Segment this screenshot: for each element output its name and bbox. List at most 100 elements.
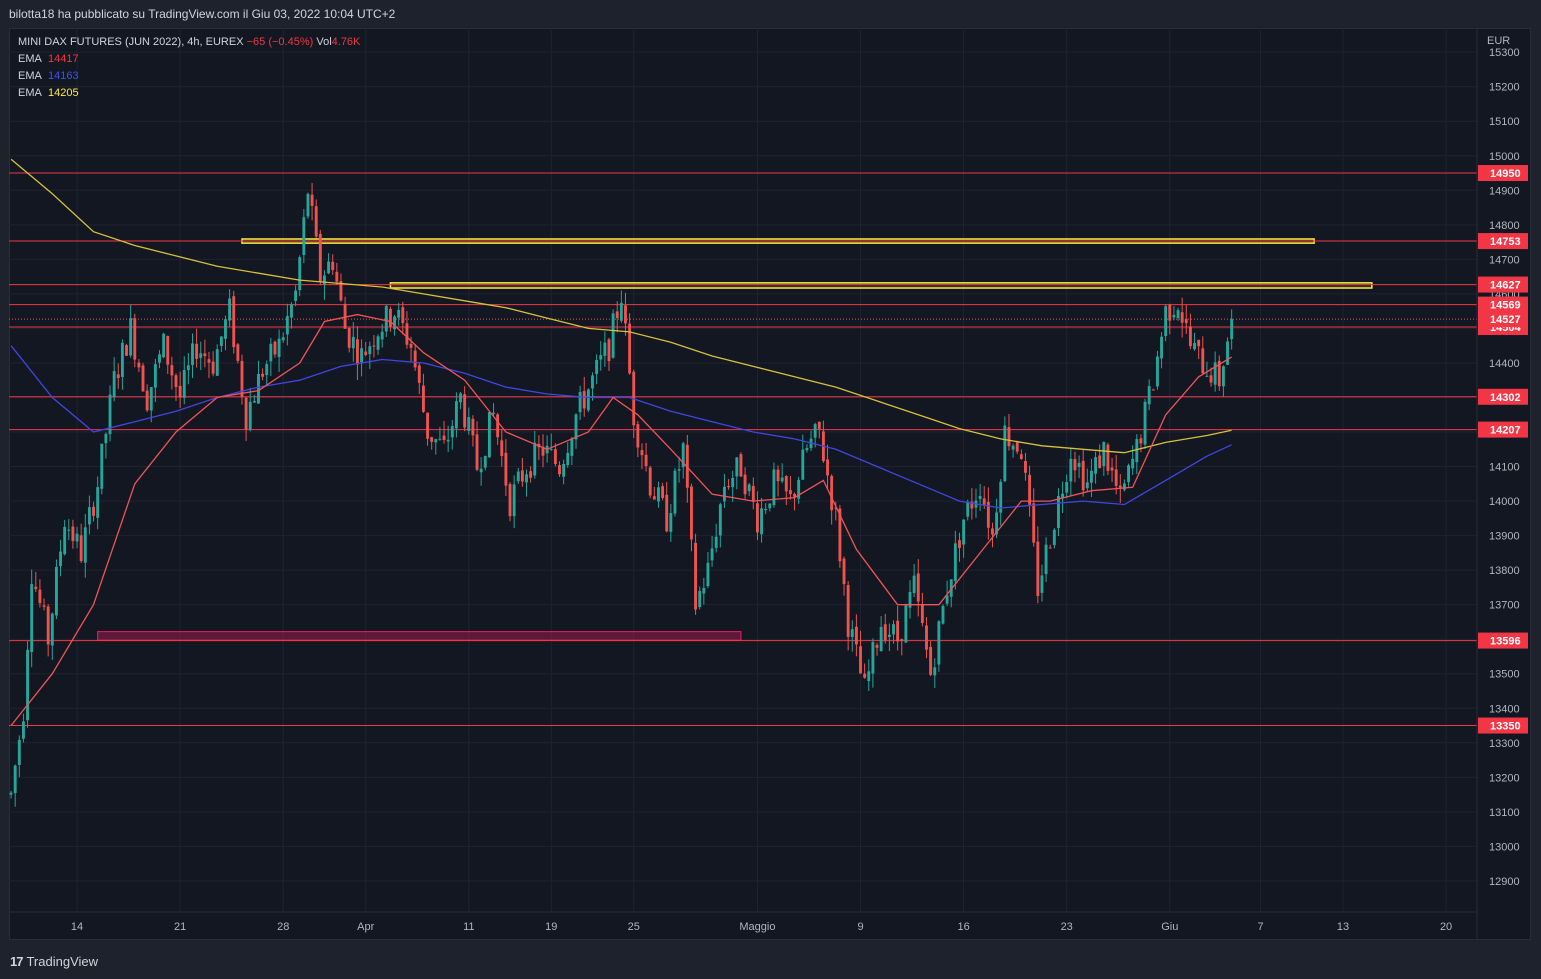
candle-body [257, 373, 260, 404]
candle-body [26, 649, 29, 721]
candle-body [1127, 465, 1130, 483]
volume-label: Vol [316, 36, 332, 48]
symbol-name[interactable]: MINI DAX FUTURES (JUN 2022), 4h, EUREX [18, 36, 244, 48]
candle-body [611, 313, 615, 358]
candle-body [323, 275, 326, 285]
brand-name: TradingView [26, 954, 99, 969]
candle-body [318, 233, 322, 282]
candle-body [1201, 348, 1205, 374]
candle-body [558, 465, 561, 475]
candle-body [9, 792, 13, 795]
candle-body [1110, 467, 1114, 471]
candle-body [892, 624, 895, 635]
candle-body [887, 634, 891, 638]
x-tick-label: 11 [463, 921, 474, 933]
candle-body [1188, 326, 1192, 347]
candle-body [430, 437, 434, 442]
publish-header: bilotta18 ha pubblicato su TradingView.c… [0, 0, 1541, 28]
candle-body [191, 343, 194, 365]
candle-body [1024, 461, 1027, 473]
candle-body [846, 585, 850, 637]
candle-body [1003, 425, 1007, 482]
candle-body [1131, 458, 1135, 469]
candle-body [727, 485, 731, 488]
candle-body [310, 194, 314, 206]
candle-body [339, 281, 343, 301]
candle-body [380, 331, 384, 340]
y-tick-label: 14000 [1489, 496, 1520, 508]
x-tick-label: 21 [174, 921, 186, 933]
x-tick-label: Giu [1161, 921, 1178, 933]
candle-body [1052, 529, 1056, 546]
x-tick-label: 19 [545, 921, 557, 933]
plot-area[interactable] [9, 158, 1477, 807]
candle-body [714, 536, 718, 548]
y-tick-label: 13300 [1489, 738, 1520, 750]
candle-body [302, 217, 306, 256]
candle-body [42, 605, 46, 607]
tradingview-brand[interactable]: 17 TradingView [10, 954, 98, 969]
candle-body [1032, 503, 1036, 543]
candle-body [541, 446, 545, 456]
candle-body [83, 527, 87, 563]
candle-body [141, 365, 145, 392]
price-label-text: 13596 [1490, 636, 1521, 648]
candle-body [784, 476, 788, 492]
candle-body [397, 309, 401, 318]
candle-body [603, 342, 607, 356]
candle-body [644, 454, 648, 467]
candle-body [1090, 470, 1093, 483]
x-tick-label: 9 [857, 921, 863, 933]
candle-body [1069, 458, 1073, 482]
candle-body [21, 721, 25, 739]
legend-symbol-row: MINI DAX FUTURES (JUN 2022), 4h, EUREX −… [18, 34, 360, 51]
candle-body [112, 371, 116, 398]
candles [9, 183, 1234, 807]
candle-body [38, 589, 42, 604]
x-tick-label: Maggio [739, 921, 775, 933]
candle-body [1209, 375, 1213, 383]
candle-body [273, 341, 277, 355]
price-labels: 1495014753146271456914504143021420713596… [1478, 165, 1528, 734]
time-axis[interactable]: 14 21 28 Apr 11 19 25 Maggio 9 16 23 Giu 7 13 20 [71, 921, 1452, 933]
legend-ema-fast[interactable]: EMA 14417 [18, 51, 360, 68]
candle-body [236, 344, 240, 361]
candle-body [970, 501, 974, 509]
candle-body [966, 501, 970, 517]
currency-label: EUR [1487, 35, 1510, 47]
candle-body [1118, 485, 1122, 488]
candle-body [1061, 493, 1065, 499]
price-label-text: 14569 [1490, 300, 1521, 312]
x-tick-label: 23 [1061, 921, 1073, 933]
candle-body [1160, 336, 1163, 359]
candle-body [34, 586, 38, 590]
candle-body [945, 595, 949, 604]
candle-body [1172, 314, 1176, 318]
candle-body [780, 477, 784, 482]
candle-body [718, 504, 722, 536]
candle-body [904, 605, 908, 643]
candle-body [479, 468, 483, 473]
y-tick-label: 14900 [1489, 185, 1520, 197]
candle-body [1077, 462, 1081, 467]
horizontal-levels [9, 172, 1477, 727]
y-tick-label: 13100 [1489, 807, 1520, 819]
current-price-label-text: 14527 [1490, 314, 1521, 326]
candle-body [706, 562, 710, 587]
ema-fast-line [10, 313, 1232, 726]
candle-body [850, 629, 854, 638]
y-tick-label: 13800 [1489, 565, 1520, 577]
candle-body [356, 339, 359, 365]
legend-ema-mid[interactable]: EMA 14163 [18, 68, 360, 85]
chart-panel[interactable] [9, 28, 1531, 940]
price-chart[interactable]: EUR 12900 13000 13100 13200 13300 13400 13500 1… [9, 28, 1531, 940]
candle-body [883, 624, 887, 641]
candle-body [170, 365, 174, 376]
price-axis[interactable]: EUR 12900 13000 13100 13200 13300 13400 13500 1… [1487, 35, 1520, 888]
candle-body [871, 642, 875, 674]
price-label-text: 13350 [1490, 721, 1521, 733]
candle-body [817, 421, 821, 429]
candle-body [1065, 481, 1069, 493]
legend-ema-slow[interactable]: EMA 14205 [18, 85, 360, 102]
candle-body [104, 433, 108, 444]
